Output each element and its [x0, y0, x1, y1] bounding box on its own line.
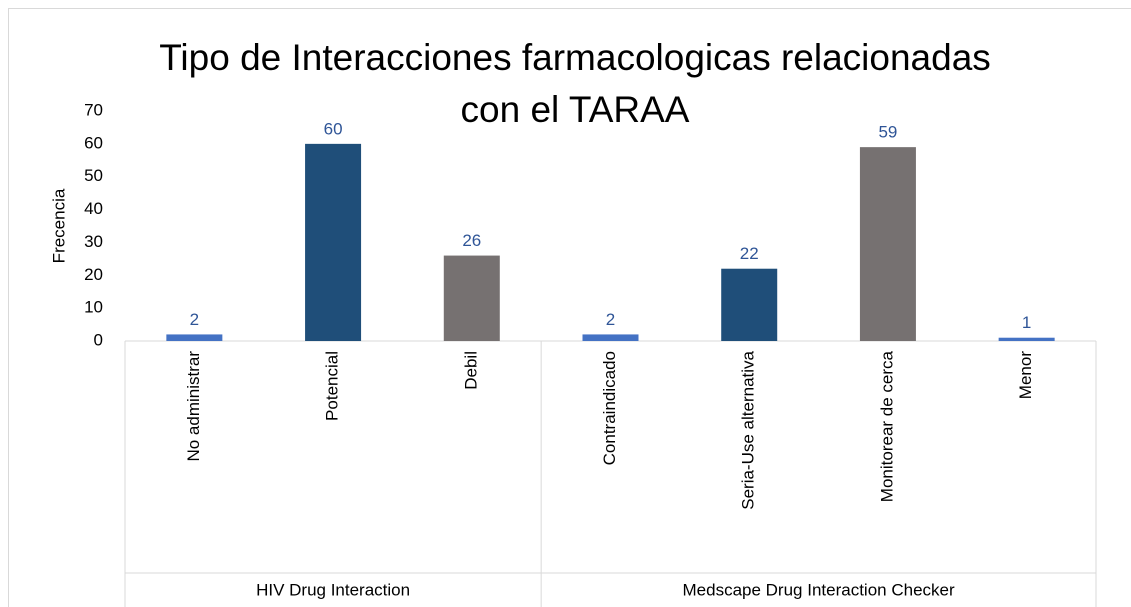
x-tick-label: No administrar — [184, 351, 203, 462]
group-label: HIV Drug Interaction — [256, 580, 410, 599]
data-label: 59 — [878, 123, 897, 142]
y-tick-label: 50 — [84, 166, 103, 185]
bar — [721, 268, 778, 341]
bar — [166, 334, 223, 341]
data-label: 22 — [740, 244, 759, 263]
y-tick-label: 30 — [84, 232, 103, 251]
y-tick-label: 40 — [84, 199, 103, 218]
x-tick-label: Monitorear de cerca — [877, 350, 896, 502]
y-tick-label: 70 — [84, 100, 103, 119]
y-tick-label: 10 — [84, 298, 103, 317]
y-tick-label: 0 — [94, 330, 103, 349]
bar — [443, 255, 500, 341]
bar — [859, 147, 916, 341]
data-label: 2 — [606, 310, 615, 329]
x-tick-label: Contraindicado — [600, 351, 619, 465]
x-tick-label: Seria-Use alternativa — [739, 350, 758, 509]
chart-border — [8, 8, 1131, 607]
bar — [582, 334, 639, 341]
data-label: 60 — [324, 119, 343, 138]
x-tick-label: Menor — [1016, 351, 1035, 400]
data-label: 2 — [190, 310, 199, 329]
data-label: 1 — [1022, 313, 1031, 332]
bar — [998, 337, 1055, 341]
y-axis-label: Frecencia — [49, 188, 68, 263]
y-tick-label: 20 — [84, 265, 103, 284]
bar — [305, 143, 362, 341]
group-label: Medscape Drug Interaction Checker — [683, 580, 955, 599]
chart-title: Tipo de Interacciones farmacologicas rel… — [159, 37, 991, 130]
y-tick-label: 60 — [84, 133, 103, 152]
data-label: 26 — [462, 231, 481, 250]
x-tick-label: Potencial — [323, 351, 342, 421]
x-tick-label: Debil — [461, 351, 480, 390]
